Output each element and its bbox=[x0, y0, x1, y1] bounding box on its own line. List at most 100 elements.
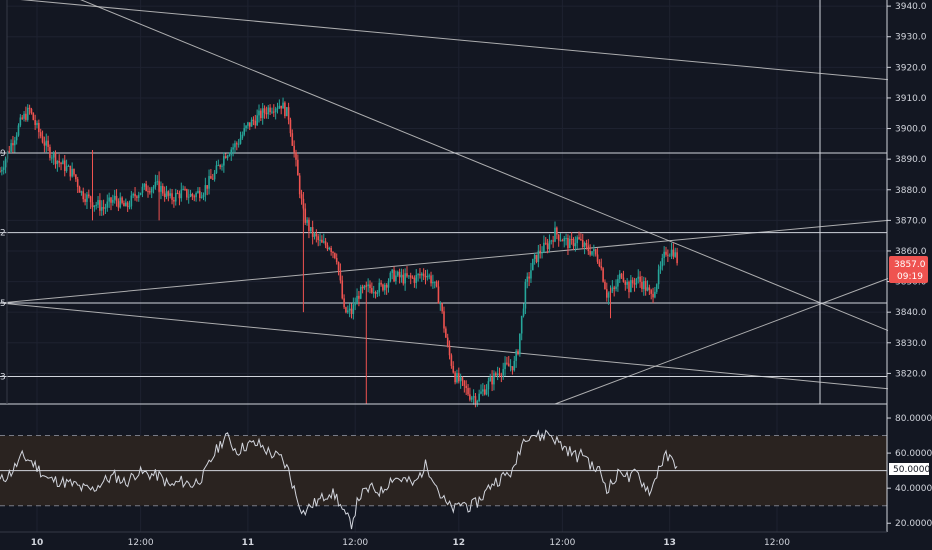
candle-body bbox=[361, 286, 364, 289]
trendline bbox=[80, 0, 889, 332]
candle-body bbox=[21, 117, 23, 119]
candle-body bbox=[550, 240, 553, 242]
candle-body bbox=[284, 102, 286, 117]
oscillator-axis-tick-label: 20.0000 bbox=[895, 519, 932, 529]
candle-body bbox=[367, 284, 369, 287]
time-axis-tick-label: 12:00 bbox=[549, 538, 575, 548]
candle-body bbox=[667, 254, 669, 256]
candle-body bbox=[657, 269, 660, 285]
price-axis-tick-label: 3880.0 bbox=[895, 186, 927, 196]
trendline bbox=[0, 302, 889, 390]
candle-body bbox=[121, 197, 123, 203]
candle-body bbox=[41, 136, 44, 143]
candle-body bbox=[134, 193, 136, 197]
candle-body bbox=[100, 207, 103, 211]
candle-body bbox=[334, 252, 336, 258]
candle-body bbox=[421, 273, 423, 276]
price-axis-tick-label: 3890.0 bbox=[895, 155, 927, 165]
time-axis[interactable]: 10 12:00 11 12:00 12 12:00 13 12:00 bbox=[0, 531, 887, 548]
candle-body bbox=[254, 120, 257, 126]
candle-body bbox=[280, 105, 282, 109]
candle-body bbox=[173, 199, 175, 202]
candle-body bbox=[321, 239, 323, 243]
candle-body bbox=[463, 380, 466, 386]
candle-body bbox=[14, 140, 16, 146]
candle-body bbox=[49, 146, 51, 158]
candle-body bbox=[93, 205, 96, 208]
candle-body bbox=[650, 290, 652, 294]
candle-body bbox=[415, 274, 418, 283]
candle-body bbox=[273, 111, 275, 113]
candle-body bbox=[306, 219, 308, 223]
candle-body bbox=[36, 122, 38, 126]
candle-body bbox=[269, 107, 271, 113]
candle-body bbox=[10, 143, 12, 152]
candle-body bbox=[480, 391, 482, 394]
candle-body bbox=[602, 268, 604, 282]
candle-body bbox=[200, 196, 203, 198]
candle-body bbox=[187, 196, 190, 198]
candle-body bbox=[648, 287, 651, 291]
candle-body bbox=[199, 190, 201, 198]
candle-body bbox=[69, 165, 72, 177]
candle-body bbox=[382, 284, 384, 291]
candle-body bbox=[411, 277, 414, 279]
candle-body bbox=[104, 207, 107, 209]
candle-body bbox=[635, 278, 638, 285]
candle-body bbox=[395, 275, 397, 282]
oscillator-axis-tick-label: 80.0000 bbox=[895, 414, 932, 424]
candle-body bbox=[652, 293, 654, 298]
candle-body bbox=[186, 189, 188, 198]
candle-body bbox=[282, 102, 284, 109]
candle-body bbox=[663, 251, 665, 259]
candle-body bbox=[591, 251, 593, 255]
candle-body bbox=[498, 373, 501, 375]
candle-body bbox=[335, 257, 338, 263]
candle-body bbox=[278, 105, 281, 109]
left-edge-labels: 9 2 5 3 bbox=[0, 149, 6, 382]
oscillator-line bbox=[0, 429, 678, 530]
candle-body bbox=[0, 171, 1, 173]
candle-body bbox=[197, 190, 199, 193]
candle-body bbox=[213, 172, 216, 180]
candle-body bbox=[461, 377, 464, 381]
candle-body bbox=[136, 196, 138, 198]
candle-body bbox=[221, 165, 223, 167]
candle-body bbox=[528, 276, 530, 279]
candle-body bbox=[174, 192, 177, 202]
oscillator-axis[interactable]: 20.0000 40.0000 60.0000 80.0000 bbox=[887, 414, 932, 529]
candle-body bbox=[80, 191, 83, 193]
candle-body bbox=[326, 245, 329, 250]
candle-body bbox=[60, 162, 62, 165]
candle-body bbox=[643, 280, 645, 290]
candle-body bbox=[34, 119, 36, 126]
candle-body bbox=[504, 362, 506, 370]
candle-body bbox=[583, 242, 586, 248]
oscillator-axis-tick-label: 60.0000 bbox=[895, 449, 932, 459]
candle-body bbox=[665, 251, 667, 255]
candle-body bbox=[241, 134, 244, 139]
candle-body bbox=[417, 274, 419, 276]
candle-body bbox=[298, 175, 301, 195]
candle-body bbox=[63, 160, 66, 172]
candle-body bbox=[631, 280, 634, 284]
candle-body bbox=[380, 282, 382, 285]
candle-body bbox=[112, 199, 114, 203]
candle-body bbox=[557, 234, 560, 241]
candle-body bbox=[330, 248, 332, 252]
candle-body bbox=[108, 197, 110, 202]
candle-body bbox=[546, 243, 549, 250]
candle-body bbox=[441, 303, 443, 312]
candle-body bbox=[554, 227, 556, 242]
candle-body bbox=[507, 363, 510, 367]
candle-body bbox=[243, 128, 245, 135]
candle-body bbox=[524, 281, 527, 309]
candle-body bbox=[387, 281, 390, 288]
candle-body bbox=[137, 194, 140, 198]
candle-body bbox=[163, 193, 166, 197]
price-axis-tick-label: 3840.0 bbox=[895, 308, 927, 318]
candle-body bbox=[263, 108, 266, 113]
countdown-label: 09:19 bbox=[897, 272, 923, 282]
candle-body bbox=[193, 196, 196, 198]
candle-body bbox=[260, 110, 262, 119]
